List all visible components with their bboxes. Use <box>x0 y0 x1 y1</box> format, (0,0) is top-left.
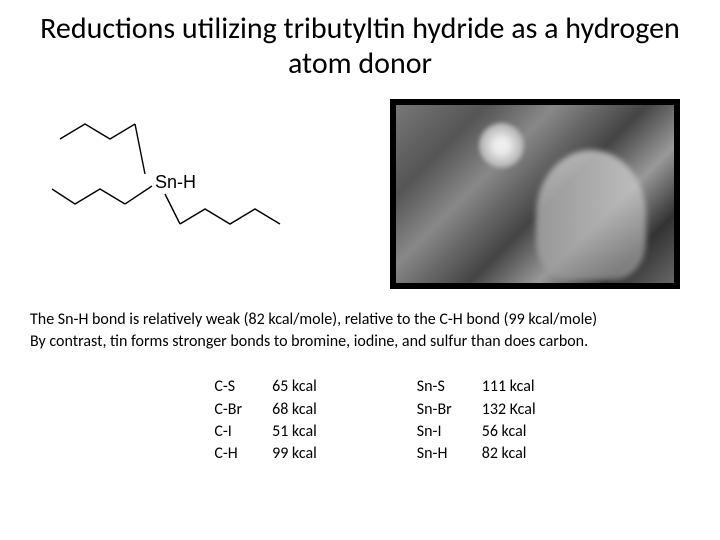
tin-bond-values: 111 kcal 132 Kcal 56 kcal 82 kcal <box>482 376 536 466</box>
carbon-bonds-table: C-S C-Br C-I C-H 65 kcal 68 kcal 51 kcal… <box>214 376 316 466</box>
carbon-bond-labels: C-S C-Br C-I C-H <box>214 376 242 466</box>
molecule-label: Sn-H <box>155 172 196 192</box>
tin-bonds-table: Sn-S Sn-Br Sn-I Sn-H 111 kcal 132 Kcal 5… <box>417 376 536 466</box>
slide-title: Reductions utilizing tributyltin hydride… <box>30 12 690 81</box>
molecule-diagram: Sn-H <box>40 104 340 284</box>
bond-value: 111 kcal <box>482 376 536 398</box>
figures-row: Sn-H <box>30 99 690 289</box>
bond-label: Sn-Br <box>417 399 452 421</box>
bond-label: C-Br <box>214 399 242 421</box>
bond-value: 51 kcal <box>272 421 317 443</box>
desc-line-1: The Sn-H bond is relatively weak (82 kca… <box>30 309 690 331</box>
tin-bond-labels: Sn-S Sn-Br Sn-I Sn-H <box>417 376 452 466</box>
bond-value: 99 kcal <box>272 443 317 465</box>
bond-value: 82 kcal <box>482 443 536 465</box>
bond-label: C-S <box>214 376 242 398</box>
bond-label: Sn-S <box>417 376 452 398</box>
bond-label: Sn-I <box>417 421 452 443</box>
bond-value: 132 Kcal <box>482 399 536 421</box>
description-text: The Sn-H bond is relatively weak (82 kca… <box>30 309 690 352</box>
bond-value: 65 kcal <box>272 376 317 398</box>
bond-energy-tables: C-S C-Br C-I C-H 65 kcal 68 kcal 51 kcal… <box>30 376 690 466</box>
carbon-bond-values: 65 kcal 68 kcal 51 kcal 99 kcal <box>272 376 317 466</box>
bond-label: C-H <box>214 443 242 465</box>
photo-placeholder <box>396 105 674 283</box>
photo-frame <box>390 99 680 289</box>
bond-value: 56 kcal <box>482 421 536 443</box>
bond-label: Sn-H <box>417 443 452 465</box>
bond-value: 68 kcal <box>272 399 317 421</box>
bond-label: C-I <box>214 421 242 443</box>
desc-line-2: By contrast, tin forms stronger bonds to… <box>30 331 690 353</box>
